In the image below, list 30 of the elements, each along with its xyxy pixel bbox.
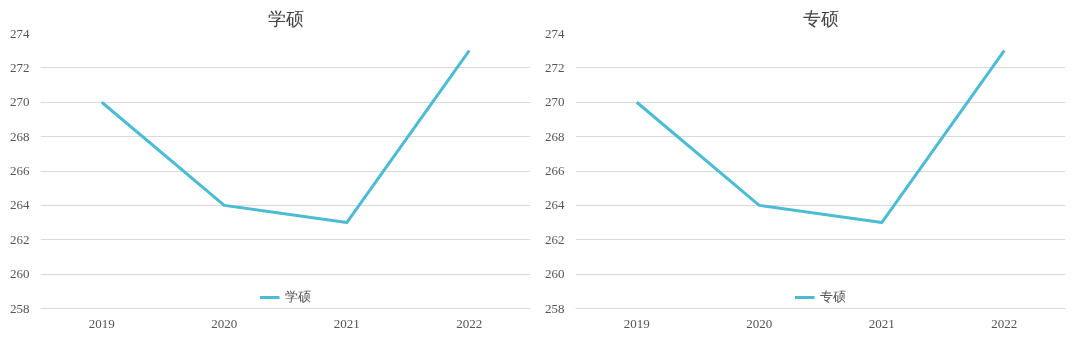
x-tick-label: 2022 [456,315,483,331]
y-tick-label: 262 [545,231,565,247]
chart-title: 专硕 [802,7,839,29]
y-tick-label: 266 [545,163,565,178]
y-tick-label: 272 [545,59,565,75]
x-tick-label: 2020 [211,315,238,331]
x-tick-label: 2019 [88,315,115,331]
y-tick-label: 264 [545,197,565,213]
y-tick-label: 270 [10,94,30,110]
x-tick-label: 2021 [333,315,360,331]
y-tick-label: 270 [545,94,565,110]
y-tick-label: 262 [10,231,30,247]
x-tick-label: 2020 [746,315,773,331]
x-tick-label: 2022 [991,315,1018,331]
y-tick-label: 266 [10,163,30,178]
x-tick-label: 2019 [623,315,650,331]
y-tick-label: 258 [10,300,30,316]
y-tick-label: 264 [10,197,30,213]
y-tick-label: 268 [545,128,565,144]
y-tick-label: 260 [545,266,565,282]
chart-title: 学硕 [267,7,304,29]
x-tick-label: 2021 [868,315,895,331]
y-tick-label: 274 [545,25,565,41]
legend-label: 专硕 [819,288,846,306]
y-tick-label: 274 [10,25,30,41]
y-tick-label: 260 [10,266,30,282]
y-tick-label: 268 [10,128,30,144]
y-tick-label: 258 [545,300,565,316]
legend-label: 学硕 [284,288,311,306]
y-tick-label: 272 [10,59,30,75]
